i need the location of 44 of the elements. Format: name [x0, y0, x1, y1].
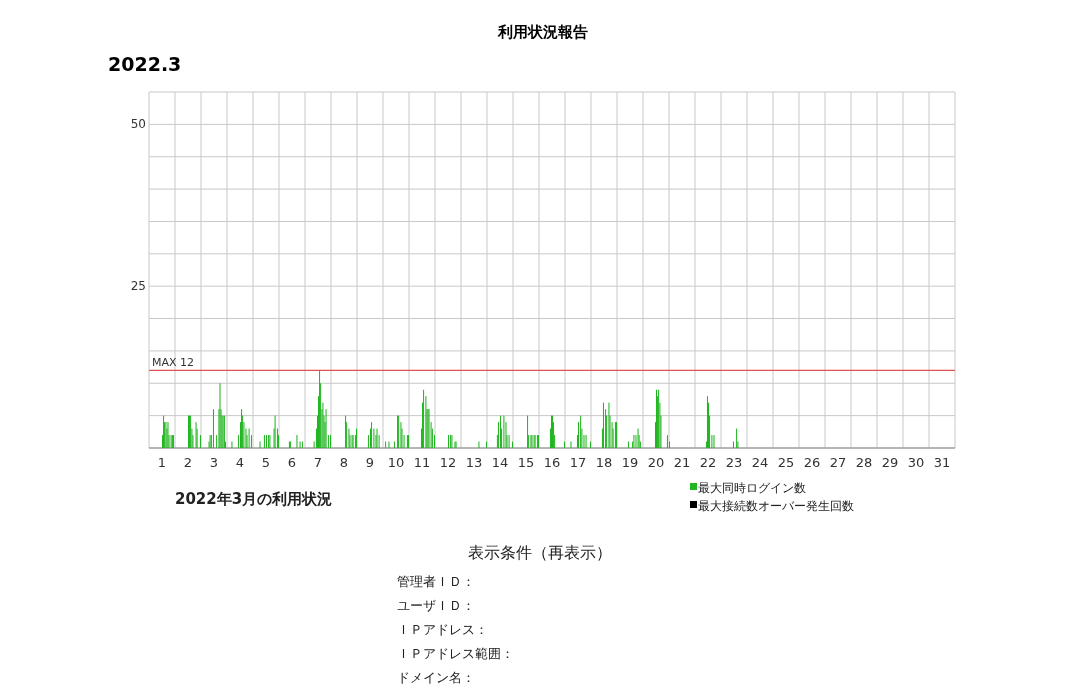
text: ＩＰアドレス：: [397, 622, 488, 637]
text: ユーザＩＤ：: [397, 598, 475, 613]
x-tick-label: 19: [621, 455, 639, 470]
x-tick-label: 31: [933, 455, 951, 470]
x-tick-label: 28: [855, 455, 873, 470]
ref-line-label: MAX 12: [152, 356, 195, 370]
x-tick-label: 22: [699, 455, 717, 470]
legend-label: 最大接続数オーバー発生回数: [698, 499, 854, 513]
x-tick-label: 10: [387, 455, 405, 470]
text: ＩＰアドレス範囲：: [397, 646, 514, 661]
x-tick-label: 5: [261, 455, 271, 470]
legend-label: 最大同時ログイン数: [698, 481, 806, 495]
x-tick-label: 7: [313, 455, 323, 470]
x-tick-label: 11: [413, 455, 431, 470]
x-tick-label: 12: [439, 455, 457, 470]
x-tick-label: 14: [491, 455, 509, 470]
x-tick-label: 4: [235, 455, 245, 470]
x-tick-label: 3: [209, 455, 219, 470]
x-tick-label: 25: [777, 455, 795, 470]
x-tick-label: 26: [803, 455, 821, 470]
x-tick-label: 13: [465, 455, 483, 470]
chart-subtitle: 2022.3: [108, 53, 182, 75]
x-tick-label: 16: [543, 455, 561, 470]
x-tick-label: 2: [183, 455, 193, 470]
chart-title: 利用状況報告: [497, 23, 588, 41]
x-tick-label: 18: [595, 455, 613, 470]
y-tick-label: 50: [130, 117, 146, 132]
x-tick-label: 6: [287, 455, 297, 470]
x-tick-label: 30: [907, 455, 925, 470]
x-tick-label: 21: [673, 455, 691, 470]
x-tick-label: 23: [725, 455, 743, 470]
x-tick-label: 17: [569, 455, 587, 470]
text: 2022年3月の利用状況: [175, 490, 333, 508]
x-tick-label: 20: [647, 455, 665, 470]
x-tick-label: 8: [339, 455, 349, 470]
x-tick-label: 15: [517, 455, 535, 470]
text: 管理者ＩＤ：: [397, 574, 475, 589]
text: 表示条件（再表示）: [468, 543, 612, 562]
x-tick-label: 29: [881, 455, 899, 470]
x-tick-label: 1: [157, 455, 167, 470]
x-tick-label: 24: [751, 455, 769, 470]
x-tick-label: 9: [365, 455, 375, 470]
x-tick-label: 27: [829, 455, 847, 470]
text: ドメイン名：: [397, 670, 475, 685]
